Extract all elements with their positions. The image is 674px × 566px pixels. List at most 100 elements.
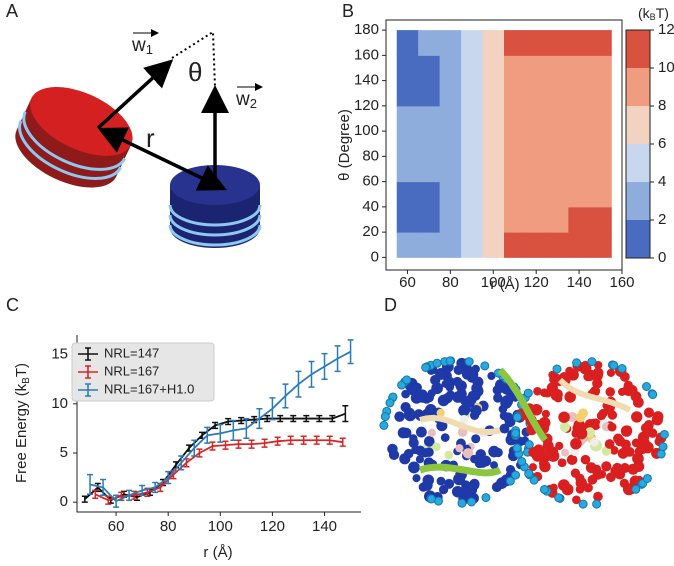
contour-cell [461, 105, 484, 132]
colorbar-tick-label: 0 [658, 249, 666, 266]
phosphate [380, 412, 390, 422]
contour-cell [568, 156, 591, 183]
contour-cell [568, 131, 591, 157]
vector-label: w2 [235, 89, 257, 111]
atom [575, 484, 585, 494]
arrow [97, 127, 227, 191]
atom [466, 368, 479, 381]
contour-cell [418, 156, 441, 183]
y-tick-label: 40 [362, 198, 379, 215]
atom [423, 436, 435, 447]
atom [614, 469, 624, 479]
error-bar [222, 440, 229, 450]
colorbar-tick-label: 6 [658, 135, 666, 152]
contour-cell [504, 232, 526, 258]
panel-label: A [6, 1, 18, 21]
contour-cell [439, 131, 462, 157]
error-bar [290, 414, 297, 423]
contour-cell [396, 206, 419, 233]
contour-cell [482, 156, 505, 183]
x-tick-label: 100 [481, 274, 506, 291]
error-bar [92, 489, 99, 499]
error-bar [196, 448, 203, 458]
atom [528, 446, 539, 458]
atom [506, 393, 515, 402]
phosphate [523, 388, 533, 398]
atom [557, 458, 567, 468]
tail [419, 377, 632, 435]
error-bar [212, 421, 219, 430]
error-bar [321, 352, 328, 380]
contour-cell [482, 181, 505, 208]
contour-cell [439, 206, 462, 233]
error-bar [264, 414, 271, 423]
contour-cell [589, 105, 612, 132]
contour-cell [418, 181, 441, 208]
contour-cell [525, 206, 548, 233]
contour-cell [439, 232, 462, 258]
phosphate [421, 362, 431, 372]
atom [444, 450, 454, 460]
x-tick-label: 140 [567, 274, 592, 291]
atom [400, 401, 411, 413]
atom [432, 442, 441, 452]
error-bar [126, 489, 133, 501]
atom [570, 437, 582, 450]
contour-cell [439, 80, 462, 107]
contour-cell [418, 80, 441, 107]
contour-cell [546, 55, 569, 82]
atom [409, 434, 418, 443]
error-bar [282, 383, 289, 409]
atom [408, 461, 420, 474]
atom [470, 404, 482, 417]
contour-cell [396, 232, 419, 258]
phosphate [505, 476, 515, 486]
legend-label: NRL=167 [104, 363, 159, 378]
error-bar [100, 478, 107, 497]
error-bar [303, 414, 310, 423]
colorbar-tick-label: 12 [658, 21, 674, 38]
atom [607, 422, 617, 432]
atom [559, 421, 571, 433]
atom [459, 414, 469, 424]
error-bar [165, 470, 172, 485]
x-tick-label: 60 [108, 518, 125, 535]
atom [533, 386, 542, 396]
phosphate [512, 443, 522, 453]
atom [643, 407, 655, 418]
phosphate [539, 484, 549, 494]
arrow [96, 59, 174, 130]
colorbar-tick-label: 8 [658, 97, 666, 114]
atom [558, 411, 570, 423]
y-axis-label: θ (Degree) [336, 109, 353, 181]
atom [593, 491, 603, 502]
phosphate [480, 361, 490, 371]
legend-symbol [78, 365, 98, 379]
error-bar [178, 455, 185, 471]
error-bar [277, 414, 284, 423]
phosphate [512, 412, 522, 422]
atom [575, 473, 585, 483]
contour-cell [504, 30, 526, 56]
atom [580, 454, 591, 465]
contour-cell [482, 30, 505, 56]
x-tick-label: 100 [208, 518, 233, 535]
y-tick-label: 80 [362, 147, 379, 164]
contour-cell [525, 55, 548, 82]
phosphate [524, 469, 534, 479]
contour-cell [439, 105, 462, 132]
legend-box [71, 342, 215, 402]
contour-cell [461, 206, 484, 233]
atom [626, 384, 638, 396]
error-bar [81, 495, 88, 503]
atom [471, 382, 483, 394]
atom [617, 448, 629, 459]
atom [410, 391, 423, 404]
contour-cell [396, 30, 419, 56]
atom [566, 454, 578, 466]
x-tick-label: 120 [260, 518, 285, 535]
phosphate [617, 364, 627, 374]
contour-cell [568, 232, 591, 258]
colorbar-band [626, 144, 650, 182]
x-tick-label: 60 [399, 274, 416, 291]
